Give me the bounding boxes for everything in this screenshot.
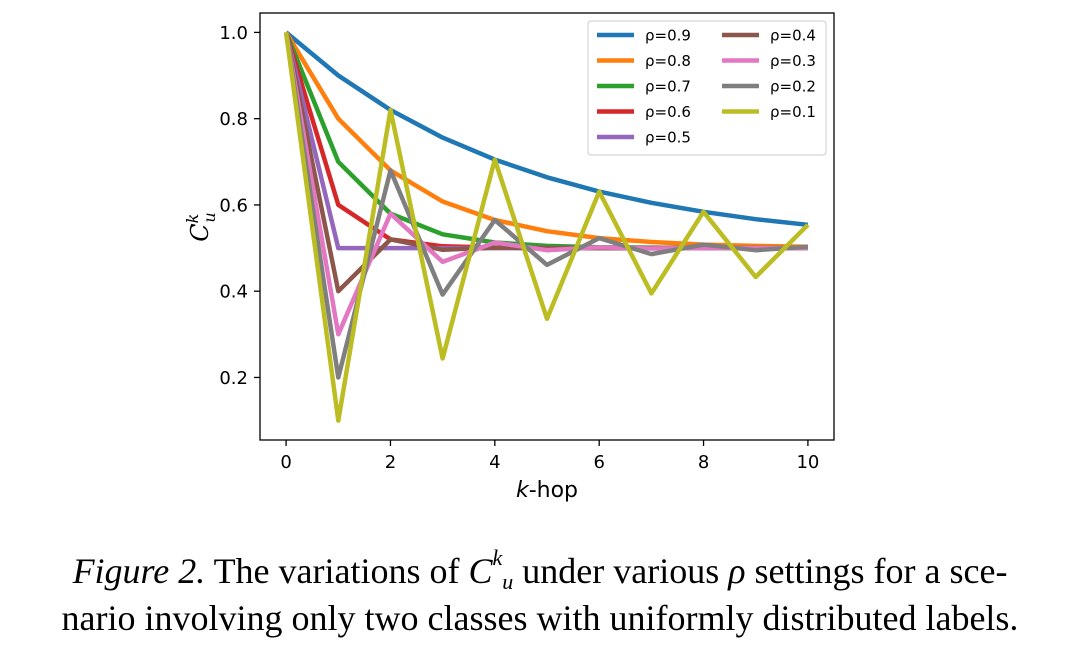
legend-label: ρ=0.1 [770,103,816,121]
legend-label: ρ=0.6 [645,103,691,121]
legend-label: ρ=0.8 [645,52,691,70]
y-tick-label: 0.4 [219,282,248,303]
caption-label: Figure 2. [72,551,206,591]
plot-frame [259,12,835,441]
caption-line-2: nario involving only two classes with un… [61,598,1019,638]
x-axis-label: k-hop [516,478,578,503]
series-line-9 [283,32,810,423]
y-tick-label: 0.8 [219,109,248,130]
caption-symbol: Cku [468,545,514,594]
y-axis-label: Cku [183,212,219,241]
svg-text:Cku: Cku [183,212,219,241]
legend-label: ρ=0.2 [770,78,816,96]
legend-label: ρ=0.7 [645,78,691,96]
legend-label: ρ=0.3 [770,52,816,70]
y-tick-label: 0.6 [219,195,248,216]
x-tick-label: 4 [489,452,500,473]
series-line-1 [284,30,809,228]
x-axis-ticks: 0 2 4 6 8 10 [280,440,819,473]
x-tick-label: 2 [385,452,396,473]
x-tick-label: 6 [593,452,604,473]
x-tick-label: 0 [280,452,291,473]
x-tick-label: 10 [796,452,819,473]
y-tick-label: 0.2 [219,368,248,389]
series-lines [283,30,810,423]
y-tick-label: 1.0 [219,23,248,44]
legend-label: ρ=0.9 [645,27,691,45]
series-line-8 [283,32,809,380]
caption-line-1: Figure 2. The variations of Cku under va… [72,545,1008,594]
legend-label: ρ=0.4 [770,27,816,45]
line-chart: 0 2 4 6 8 10 0.20.40.60.81.0 k-hop Cku ρ=0.9ρ… [183,12,835,503]
legend-box [587,20,827,156]
x-tick-label: 8 [698,452,709,473]
y-axis-ticks: 0.2 0.4 0.6 0.8 1.0 [219,23,260,389]
figure-caption: Figure 2. The variations of Cku under va… [0,545,1080,642]
legend-label: ρ=0.5 [645,129,691,147]
legend: ρ=0.9 ρ=0.8 ρ=0.7 ρ=0.6 ρ=0.5 ρ=0.4 ρ=0.3 ρ=0.2… [587,20,827,156]
